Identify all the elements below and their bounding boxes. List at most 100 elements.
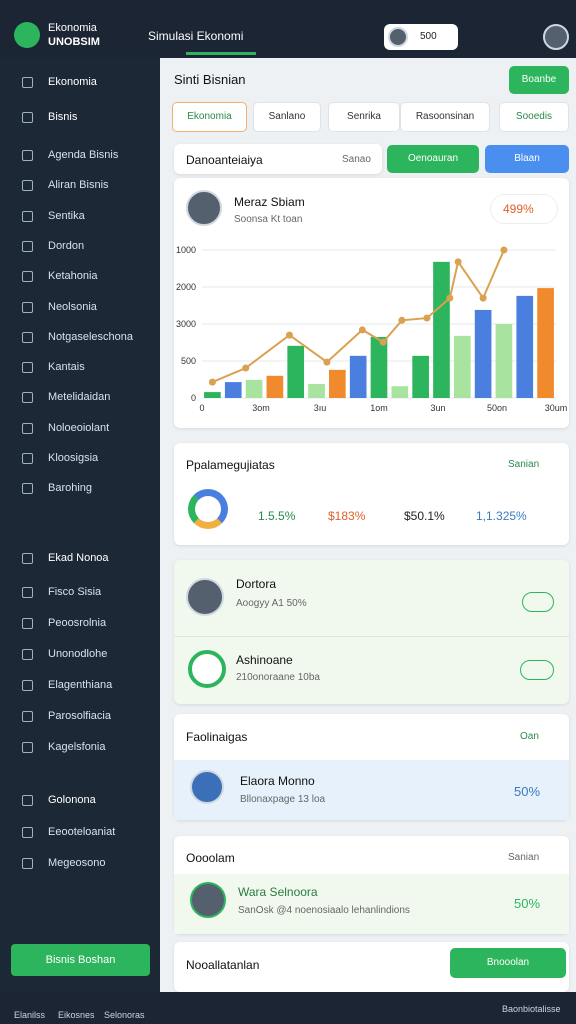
nav-icon bbox=[22, 392, 33, 404]
person-name: Meraz Sbiam bbox=[234, 195, 305, 209]
tab[interactable]: Sooedis bbox=[499, 102, 569, 132]
card-link[interactable]: Sanian bbox=[508, 852, 540, 863]
button[interactable]: Bnooolan bbox=[450, 948, 566, 978]
avatar bbox=[190, 770, 224, 804]
filter[interactable]: Sanao bbox=[342, 154, 371, 165]
tab[interactable]: Rasoonsinan bbox=[400, 102, 490, 132]
item-action[interactable] bbox=[522, 592, 554, 612]
nav-icon bbox=[22, 827, 33, 838]
nav-item[interactable]: Sentika bbox=[48, 209, 85, 222]
nav-item[interactable]: Golonona bbox=[48, 794, 96, 806]
nav-item[interactable]: Selonoras bbox=[104, 1010, 145, 1020]
nav-item[interactable]: Dordon bbox=[48, 239, 85, 252]
nav-item[interactable]: Eeooteloaniat bbox=[48, 826, 116, 838]
card-link[interactable]: Sanian bbox=[508, 459, 540, 470]
nav-item[interactable]: Parosolfiacia bbox=[48, 710, 111, 722]
tab[interactable]: Sanlano bbox=[253, 102, 321, 132]
stats-card: Ppalamegujiatas Sanian 1.5.5% $183% $50.… bbox=[174, 443, 569, 545]
nav-icon bbox=[22, 210, 33, 222]
logo-text: Ekonomia bbox=[48, 22, 97, 34]
toolbar-label: Danoanteiaiya bbox=[186, 153, 263, 167]
nav-item[interactable]: Kagelsfonia bbox=[48, 741, 106, 753]
card: Faolinaigas Oan Elaora Monno Bllonaxpage… bbox=[174, 714, 569, 820]
nav-icon bbox=[22, 711, 33, 722]
card-title: Ppalamegujiatas bbox=[186, 458, 275, 472]
nav-icon bbox=[22, 331, 33, 343]
top-bar: Ekonomia UNOBSIM Simulasi Ekonomi 500 bbox=[0, 0, 576, 58]
nav-item[interactable]: Ekonomia bbox=[48, 76, 97, 88]
nav-icon bbox=[22, 240, 33, 252]
nav-item[interactable]: Bisnis bbox=[48, 111, 78, 123]
nav-item[interactable]: Metelidaidan bbox=[48, 391, 111, 404]
sidebar: Ekonomia Bisnis Agenda Bisnis Aliran Bisnis… bbox=[0, 58, 160, 992]
item-sub: Bllonaxpage 13 loa bbox=[240, 794, 326, 805]
nav-item[interactable]: Kloosigsia bbox=[48, 452, 99, 464]
nav-item[interactable]: Neolsonia bbox=[48, 300, 97, 313]
nav-item[interactable]: Unonodlohe bbox=[48, 648, 108, 660]
cta-button[interactable]: Bisnis Boshan bbox=[11, 944, 150, 976]
nav-item[interactable]: Elanilss bbox=[14, 1010, 46, 1020]
nav-item[interactable]: Aliran Bisnis bbox=[48, 179, 109, 192]
nav-icon bbox=[22, 150, 33, 161]
item-name: Wara Selnoora bbox=[238, 885, 318, 899]
item-sub: Aoogyy A1 50% bbox=[236, 598, 307, 609]
nav-icon bbox=[22, 301, 33, 313]
logo bbox=[14, 22, 40, 48]
tab[interactable]: Ekonomia bbox=[172, 102, 247, 132]
item-sub: 210onoraane 10ba bbox=[236, 672, 320, 683]
header-button[interactable]: Boanbe bbox=[509, 66, 569, 94]
nav-item[interactable]: Megeosono bbox=[48, 857, 106, 869]
list-card: Dortora Aoogyy A1 50% Ashinoane 210onora… bbox=[174, 560, 569, 704]
avatar bbox=[190, 882, 226, 918]
nav-icon bbox=[22, 553, 33, 564]
item-name: Ashinoane bbox=[236, 653, 293, 667]
icon bbox=[188, 650, 226, 688]
badge: 499% bbox=[490, 194, 558, 224]
item-value: 50% bbox=[514, 784, 541, 799]
bottom-nav: Elanilss Eikosnes Selonoras Baonbiotalis… bbox=[0, 992, 576, 1024]
stat: $50.1% bbox=[404, 509, 445, 523]
nav-item[interactable]: Elagenthiana bbox=[48, 679, 113, 691]
stat: 1.5.5% bbox=[258, 509, 296, 523]
nav-item[interactable]: Barohing bbox=[48, 482, 93, 495]
nav-icon bbox=[22, 180, 33, 192]
card-link[interactable]: Oan bbox=[520, 731, 539, 742]
nav-item[interactable]: Ekad Nonoa bbox=[48, 552, 109, 564]
nav-item[interactable]: Peoosrolnia bbox=[48, 617, 107, 629]
avatar[interactable] bbox=[543, 24, 569, 50]
nav-icon bbox=[22, 742, 33, 753]
card-title: Faolinaigas bbox=[186, 730, 248, 744]
tab[interactable]: Senrika bbox=[328, 102, 400, 132]
button[interactable]: Blaan bbox=[485, 145, 569, 173]
nav-icon bbox=[22, 680, 33, 691]
card: Oooolam Sanian Wara Selnoora SanOsk @4 n… bbox=[174, 836, 569, 934]
button[interactable]: Oenoauran bbox=[387, 145, 479, 173]
item-sub: SanOsk @4 noenosiaalo lehanlindions bbox=[238, 905, 410, 916]
nav-icon bbox=[22, 587, 33, 598]
card-title: Oooolam bbox=[186, 851, 235, 865]
nav-item[interactable]: Fisco Sisia bbox=[48, 586, 102, 598]
item-name: Elaora Monno bbox=[240, 774, 315, 788]
card: Nooallatanlan Bnooolan bbox=[174, 942, 569, 992]
nav-icon bbox=[22, 77, 33, 88]
nav-item[interactable]: Notgaseleschona bbox=[48, 330, 134, 343]
nav-icon bbox=[22, 453, 33, 464]
nav-icon bbox=[22, 795, 33, 806]
avatar bbox=[388, 27, 408, 47]
donut bbox=[188, 489, 228, 529]
chart-card: Meraz Sbiam Soonsa Kt toan 499% bbox=[174, 178, 569, 428]
nav-item[interactable]: Agenda Bisnis bbox=[48, 149, 119, 161]
card-title: Nooallatanlan bbox=[186, 958, 260, 972]
nav-item[interactable]: Ketahonia bbox=[48, 270, 98, 283]
item-value: 50% bbox=[514, 896, 541, 911]
item-action[interactable] bbox=[520, 660, 554, 680]
nav-icon bbox=[22, 422, 33, 434]
nav-item[interactable]: Eikosnes bbox=[58, 1010, 95, 1020]
nav-item[interactable]: Noloeoiolant bbox=[48, 421, 110, 434]
stat: 1,1.325% bbox=[476, 509, 527, 523]
nav-item[interactable]: Baonbiotalisse bbox=[502, 1004, 561, 1014]
person-sub: Soonsa Kt toan bbox=[234, 214, 303, 225]
row bbox=[174, 874, 569, 934]
nav-item[interactable]: Kantais bbox=[48, 361, 85, 374]
stat: $183% bbox=[328, 509, 366, 523]
